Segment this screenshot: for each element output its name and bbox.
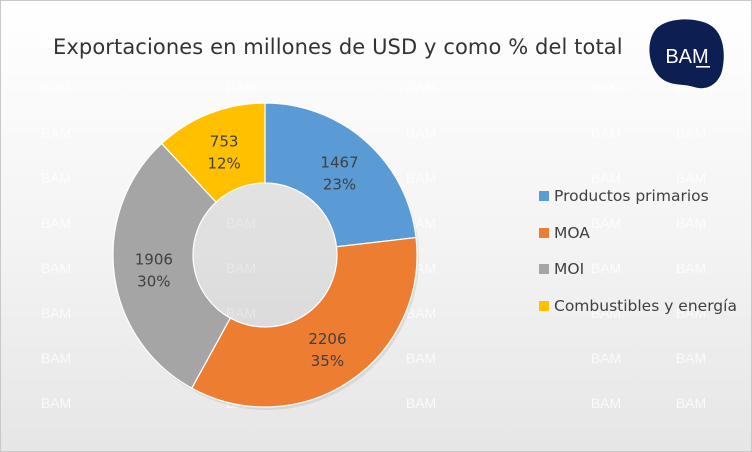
chart-legend: Productos primarios MOA MOI Combustibles y … (539, 187, 737, 333)
slice-value-label: 1906 (135, 251, 173, 269)
watermark-text: BAM (41, 350, 71, 366)
watermark-text: BAM (406, 395, 436, 411)
watermark-text: BAM (406, 35, 436, 51)
donut-slice-4[interactable] (160, 102, 266, 204)
watermark-text: BAM (676, 170, 706, 186)
legend-item[interactable]: MOI (539, 260, 737, 278)
watermark-text: BAM (226, 260, 256, 276)
watermark-text: BAM (41, 395, 71, 411)
watermark-text: BAM (226, 80, 256, 96)
donut-slice-3[interactable] (112, 142, 232, 389)
logo-underline (696, 66, 710, 68)
slice-percent-label: 30% (137, 273, 170, 291)
chart-title: Exportaciones en millones de USD y como … (53, 35, 623, 59)
watermark-text: BAM (591, 305, 621, 321)
watermark-text: BAM (41, 215, 71, 231)
watermark-text: BAM (41, 35, 71, 51)
watermark-text: BAM (41, 305, 71, 321)
watermark-text: BAM (226, 35, 256, 51)
legend-label: MOA (554, 223, 590, 242)
watermark-text: BAM (676, 350, 706, 366)
legend-item[interactable]: Combustibles y energía (539, 297, 737, 315)
watermark-text: BAM (406, 125, 436, 141)
watermark-text: BAM (591, 35, 621, 51)
watermark-text: BAM (676, 125, 706, 141)
watermark-text: BAM (591, 395, 621, 411)
legend-swatch (539, 227, 549, 238)
legend-label: MOI (554, 260, 585, 278)
watermark-text: BAM (591, 215, 621, 231)
slice-percent-label: 23% (323, 175, 356, 193)
watermark-text: BAM (41, 125, 71, 141)
watermark-text: BAM (406, 350, 436, 366)
watermark-text: BAM (41, 170, 71, 186)
legend-swatch (539, 300, 549, 311)
watermark-text: BAM (226, 215, 256, 231)
legend-label: Productos primarios (554, 187, 709, 205)
slice-percent-label: 35% (311, 352, 344, 370)
watermark-text: BAM (406, 305, 436, 321)
legend-item[interactable]: Productos primarios (539, 187, 737, 205)
watermark-text: BAM (41, 80, 71, 96)
watermark-text: BAM (676, 395, 706, 411)
donut-slice-2[interactable] (190, 236, 418, 408)
legend-item[interactable]: MOA (539, 224, 737, 242)
watermark-text: BAM (591, 80, 621, 96)
logo-text: BAM (665, 46, 708, 68)
watermark-text: BAM (226, 305, 256, 321)
watermark-text: BAM (676, 215, 706, 231)
watermark-text: BAM (676, 260, 706, 276)
donut-slice-1[interactable] (264, 102, 417, 248)
slice-percent-label: 12% (207, 155, 240, 173)
bam-logo: BAM (649, 19, 724, 89)
watermark-text: BAM (676, 305, 706, 321)
legend-swatch (539, 264, 549, 274)
watermark-text: BAM (591, 350, 621, 366)
watermark-text: BAM (591, 125, 621, 141)
watermark-text: BAM (591, 170, 621, 186)
watermark-text: BAM (406, 170, 436, 186)
slice-value-label: 2206 (308, 330, 346, 348)
slice-value-label: 1467 (320, 153, 358, 171)
legend-swatch (539, 191, 549, 201)
watermark-text: BAM (591, 260, 621, 276)
logo-blob (649, 19, 724, 89)
watermark-text: BAM (406, 80, 436, 96)
slice-value-label: 753 (210, 133, 239, 151)
legend-label: Combustibles y energía (554, 296, 737, 315)
watermark-text: BAM (41, 260, 71, 276)
